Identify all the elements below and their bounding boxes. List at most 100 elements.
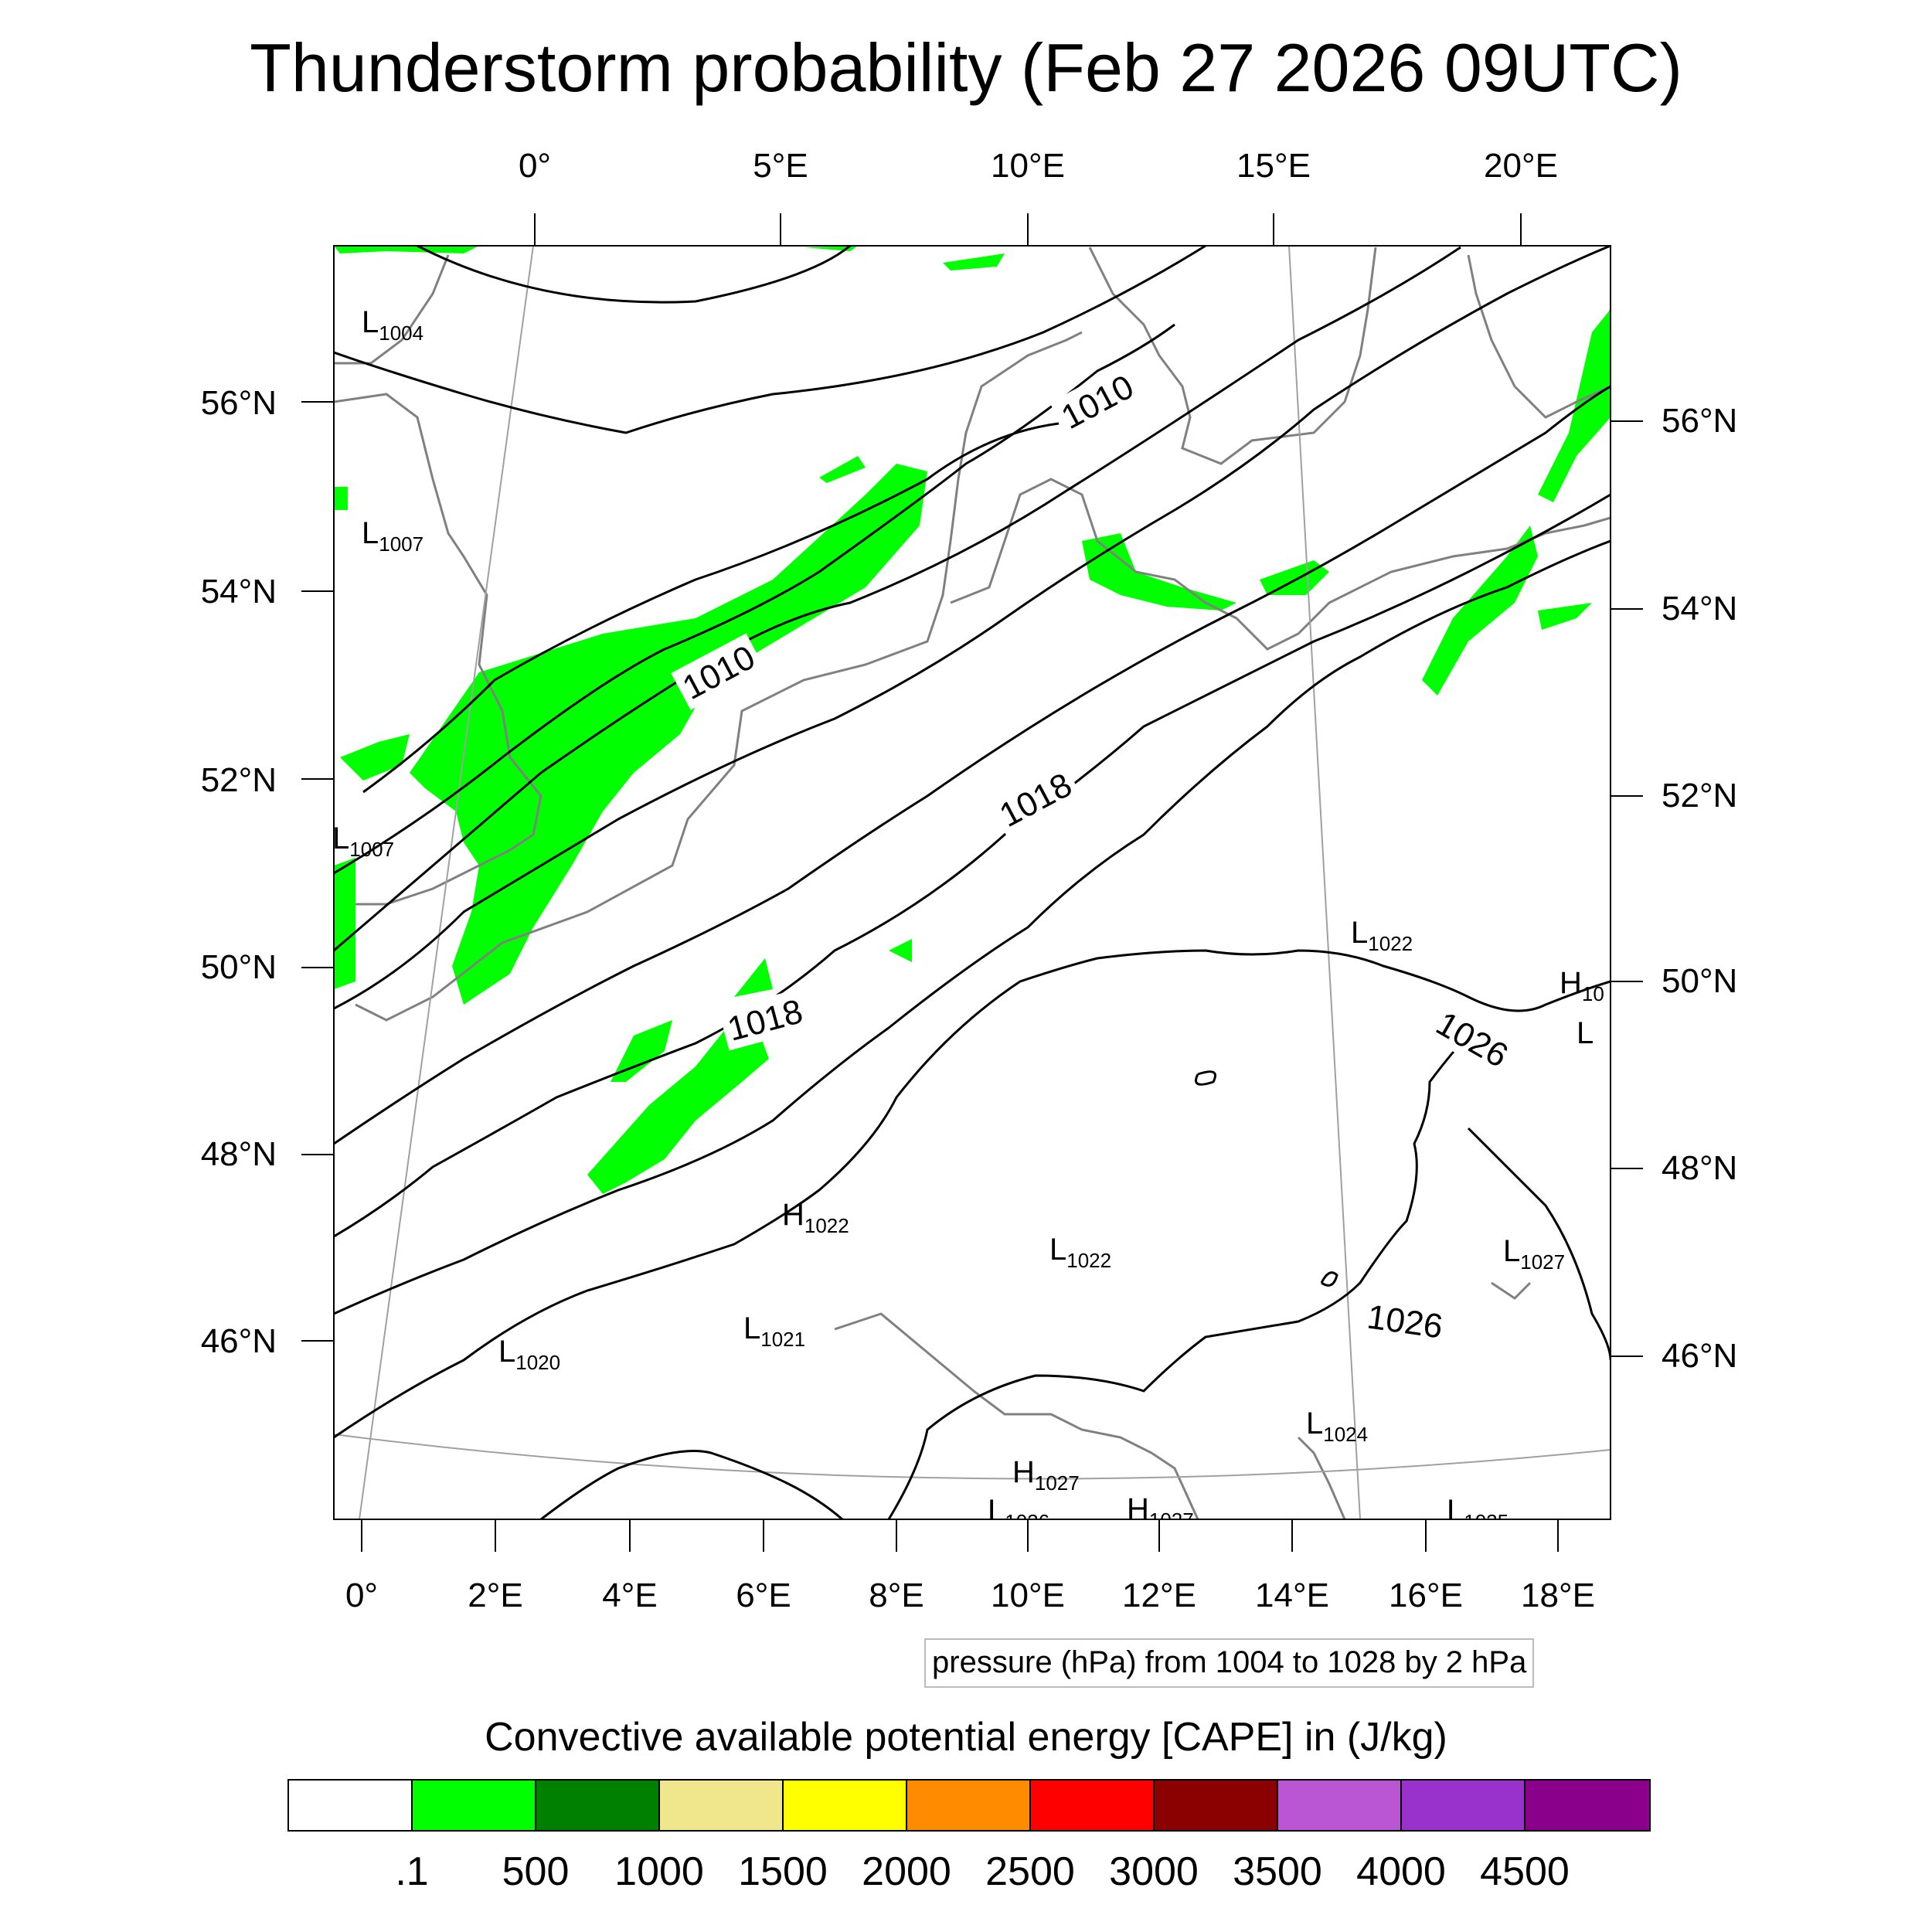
cape-area-west-1	[334, 858, 355, 989]
right-tick-label: 48°N	[1662, 1149, 1738, 1187]
colorbar-label: 4000	[1356, 1849, 1446, 1894]
right-tick-label: 54°N	[1662, 590, 1738, 628]
cape-area-west-2	[334, 487, 348, 510]
top-tick-label: 15°E	[1236, 147, 1311, 185]
pressure-center-label: L	[1577, 1016, 1594, 1050]
map-frame	[333, 245, 1611, 1520]
colorbar	[287, 1779, 1651, 1832]
coastline-adriatic	[1297, 1281, 1532, 1519]
isobar-1004	[334, 246, 1206, 434]
cape-area-norway-1	[819, 456, 866, 483]
isobar-small-2	[1320, 1271, 1338, 1287]
isobar-1020	[334, 539, 1611, 1315]
bottom-tick-label: 4°E	[602, 1577, 658, 1614]
isobar-1028	[1467, 1127, 1611, 1361]
bottom-tick-label: 6°E	[736, 1577, 791, 1614]
pressure-center-label: L1025	[1447, 1494, 1509, 1533]
bottom-tick-label: 10°E	[991, 1577, 1065, 1614]
right-tick-label: 52°N	[1662, 777, 1738, 815]
colorbar-box	[907, 1781, 1031, 1830]
top-tick-label: 20°E	[1484, 147, 1558, 185]
colorbar-box	[1402, 1781, 1526, 1830]
isobar-1010	[334, 246, 1461, 952]
pressure-center-label: H1027	[1127, 1492, 1194, 1532]
colorbar-box	[1526, 1781, 1649, 1830]
colorbar-box	[413, 1781, 536, 1830]
graticule-meridian-15	[1288, 246, 1361, 1519]
bottom-tick-label: 16°E	[1389, 1577, 1463, 1614]
cape-area-lithuania	[1538, 309, 1611, 502]
coastline-italy	[834, 1312, 1199, 1519]
pressure-centers: L1004 L1007 L1007 L1022 H10 L H1022 L102…	[332, 305, 1604, 1533]
colorbar-label: 4500	[1480, 1849, 1570, 1894]
bottom-tick-label: 18°E	[1521, 1577, 1595, 1614]
cape-area-poland	[1422, 526, 1538, 696]
bottom-tick-label: 2°E	[468, 1577, 523, 1614]
colorbar-box	[536, 1781, 660, 1830]
cape-area-north-1	[334, 246, 479, 253]
colorbar-label: 3500	[1233, 1849, 1322, 1894]
coastlines	[334, 247, 1611, 1519]
bottom-tick-label: 8°E	[869, 1577, 924, 1614]
right-tick-label: 50°N	[1662, 962, 1738, 1000]
pressure-center-label: H10	[1560, 966, 1604, 1005]
bottom-tick-label: 12°E	[1122, 1577, 1196, 1614]
top-tick-label: 10°E	[991, 147, 1065, 185]
contour-labels: 1010 1010 1018 1018 1026 1026	[671, 362, 1520, 1348]
cape-areas	[334, 246, 1611, 1194]
colorbar-label: 3000	[1109, 1849, 1199, 1894]
left-tick-label: 48°N	[200, 1135, 277, 1173]
colorbar-box	[1031, 1781, 1155, 1830]
isobar-1022	[334, 949, 1611, 1439]
pressure-center-label: L1027	[1503, 1234, 1565, 1274]
isobar-1016	[334, 385, 1611, 1145]
cape-area-channel	[340, 734, 410, 781]
isobars	[334, 246, 1611, 1519]
coastline-sweden	[1088, 247, 1377, 465]
pressure-center-label: L1021	[743, 1311, 805, 1351]
contour-info-label: pressure (hPa) from 1004 to 1028 by 2 hP…	[924, 1638, 1535, 1688]
colorbar-box	[1278, 1781, 1402, 1830]
isobar-1024	[540, 1450, 843, 1519]
bottom-tick-label: 14°E	[1255, 1577, 1329, 1614]
cape-area-north-sea-band	[410, 464, 927, 1005]
pressure-center-label: L1022	[1049, 1233, 1111, 1272]
colorbar-title: Convective available potential energy [C…	[485, 1715, 1447, 1760]
left-tick-label: 50°N	[200, 948, 277, 986]
isobar-1026	[887, 1034, 1470, 1519]
coastline-continent	[355, 331, 1083, 1022]
tick-marks	[301, 213, 1643, 1552]
cape-area-france	[587, 1028, 769, 1194]
graticule-meridian-0	[359, 246, 534, 1519]
pressure-center-label: L1026	[988, 1494, 1049, 1533]
left-tick-label: 52°N	[200, 761, 277, 799]
colorbar-box	[660, 1781, 784, 1830]
pressure-center-label: L1024	[1306, 1406, 1368, 1446]
pressure-center-label: L1007	[332, 821, 394, 861]
colorbar-label: 2000	[862, 1849, 951, 1894]
coastline-denmark	[950, 478, 1611, 651]
pressure-center-label: H1027	[1012, 1455, 1080, 1495]
cape-area-north-2	[943, 253, 1005, 270]
colorbar-box	[1155, 1781, 1278, 1830]
cape-area-east-small	[1538, 603, 1592, 630]
left-tick-label: 56°N	[200, 384, 277, 422]
top-tick-label: 5°E	[753, 147, 808, 185]
right-tick-label: 56°N	[1662, 402, 1738, 440]
pressure-center-label: L1007	[362, 516, 423, 556]
left-tick-label: 54°N	[200, 573, 277, 611]
colorbar-label: 500	[502, 1849, 570, 1894]
graticule	[334, 246, 1611, 1519]
chart-title: Thunderstorm probability (Feb 27 2026 09…	[250, 29, 1682, 106]
colorbar-label: .1	[395, 1849, 429, 1894]
bottom-tick-label: 0°	[345, 1577, 379, 1614]
colorbar-label: 1500	[738, 1849, 828, 1894]
pressure-center-label: H1022	[782, 1198, 849, 1237]
cape-area-small-1	[734, 958, 773, 997]
isobar-1018	[334, 493, 1611, 1238]
colorbar-label: 2500	[985, 1849, 1075, 1894]
cape-area-france-west	[611, 1020, 672, 1082]
pressure-center-label: L1020	[498, 1335, 560, 1374]
cape-area-baltic	[1260, 560, 1329, 595]
coastline-britain	[334, 254, 543, 906]
